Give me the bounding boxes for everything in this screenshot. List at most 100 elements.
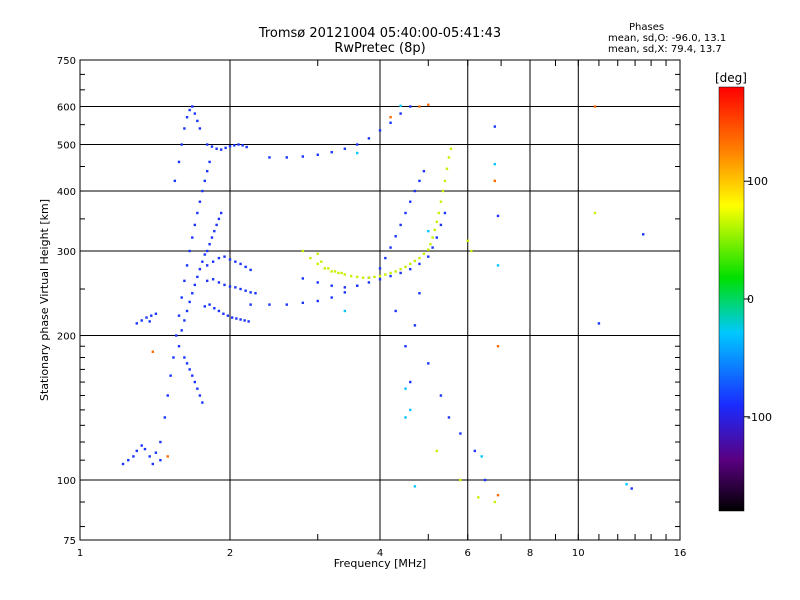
data-point (409, 262, 412, 266)
data-point (249, 291, 252, 294)
x-tick-label: 1 (77, 548, 83, 559)
data-point (418, 105, 421, 108)
data-point (183, 319, 186, 322)
data-point (235, 317, 238, 320)
data-point (237, 143, 240, 146)
data-point (198, 267, 202, 271)
data-point (188, 300, 191, 304)
data-point (228, 258, 232, 261)
data-point (399, 271, 402, 275)
data-point (191, 292, 194, 295)
data-point (327, 267, 330, 270)
data-point (480, 455, 483, 458)
data-point (210, 236, 214, 239)
data-point (208, 160, 211, 164)
data-point (427, 248, 430, 251)
data-point (201, 401, 204, 404)
data-point (196, 275, 199, 279)
data-point (188, 108, 191, 112)
x-tick-label: 2 (227, 548, 233, 559)
data-point (185, 116, 189, 119)
data-point (427, 362, 430, 365)
x-tick-label: 8 (527, 548, 533, 559)
data-point (384, 256, 387, 260)
data-point (445, 167, 449, 171)
data-point (159, 440, 162, 444)
data-point (301, 249, 305, 253)
data-point (389, 274, 392, 278)
data-point (127, 458, 130, 462)
data-point (239, 262, 242, 266)
data-point (301, 301, 305, 305)
data-point (222, 312, 225, 315)
data-point (243, 319, 246, 322)
data-point (180, 329, 183, 332)
data-point (389, 271, 392, 275)
data-point (431, 236, 434, 239)
data-point (301, 277, 305, 280)
data-point (203, 305, 206, 308)
data-point (148, 455, 151, 458)
data-point (239, 318, 242, 321)
legend-title: Phases (629, 22, 665, 33)
y-tick-label: 200 (57, 332, 76, 343)
data-point (439, 223, 443, 227)
data-point (330, 284, 333, 287)
data-point (409, 200, 412, 203)
data-point (230, 316, 234, 319)
data-point (154, 312, 158, 315)
data-point (496, 493, 500, 497)
data-point (330, 270, 333, 273)
data-point (349, 274, 353, 278)
data-point (135, 322, 138, 325)
data-point (183, 356, 186, 359)
data-point (180, 296, 183, 299)
data-point (234, 260, 237, 263)
data-point (389, 121, 392, 124)
data-point (427, 103, 430, 106)
data-point (320, 260, 323, 263)
data-point (196, 387, 199, 390)
data-point (477, 496, 480, 499)
data-point (378, 129, 382, 132)
data-point (191, 374, 194, 377)
data-point (496, 214, 500, 218)
data-point (196, 211, 199, 215)
data-point (316, 262, 319, 266)
data-point (404, 416, 407, 419)
data-point (418, 179, 421, 183)
data-point (316, 153, 319, 156)
data-point (394, 235, 397, 238)
data-point (268, 156, 271, 159)
data-point (330, 296, 333, 299)
data-point (169, 374, 172, 377)
data-point (241, 144, 244, 147)
data-point (413, 485, 417, 488)
data-point (439, 394, 443, 397)
y-tick-label: 400 (57, 187, 76, 198)
data-point (301, 155, 305, 158)
data-point (198, 127, 202, 130)
data-point (404, 345, 407, 348)
data-point (343, 291, 347, 294)
data-point (361, 276, 365, 279)
data-point (249, 303, 252, 306)
data-point (427, 255, 430, 258)
y-tick-label: 500 (57, 141, 76, 152)
data-point (399, 104, 402, 108)
data-point (215, 223, 218, 227)
data-point (409, 105, 412, 108)
data-point (208, 242, 211, 246)
data-point (244, 265, 247, 269)
data-point (355, 275, 359, 279)
data-point (399, 223, 402, 227)
data-point (323, 267, 327, 270)
data-point (343, 147, 347, 150)
data-point (285, 303, 288, 306)
data-point (205, 143, 209, 146)
data-point (233, 144, 236, 147)
data-point (459, 478, 462, 482)
data-point (185, 264, 189, 267)
data-point (198, 200, 202, 203)
data-point (404, 211, 407, 215)
